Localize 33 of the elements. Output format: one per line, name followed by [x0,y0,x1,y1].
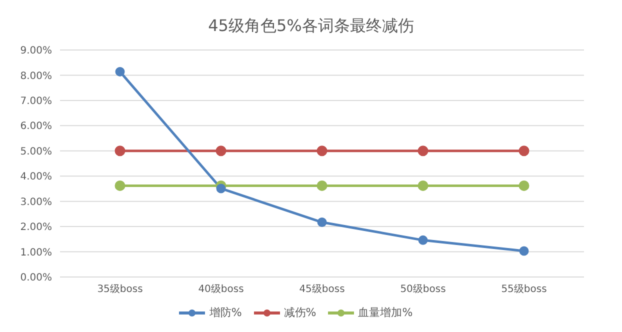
point [114,146,126,156]
point [418,146,428,156]
y-tick-label: 9.00% [20,46,52,57]
legend-label: 增防% [208,305,242,320]
point [317,218,327,228]
y-tick-label: 1.00% [20,247,52,258]
y-tick-label: 4.00% [20,172,52,183]
chart-title: 45级角色5%各词条最终减伤 [207,15,415,37]
point [216,146,226,156]
x-tick-label: 50级boss [400,283,446,296]
x-tick-label: 55级boss [501,283,547,296]
point [216,184,226,194]
y-tick-label: 8.00% [20,70,52,82]
point [518,146,530,156]
x-tick-label: 45级boss [299,283,345,296]
point [418,180,428,191]
point [115,66,125,76]
legend-label: 血量增加% [357,305,413,320]
x-tick-label: 40级boss [198,283,244,296]
y-tick-label: 3.00% [20,196,52,208]
y-tick-label: 2.00% [20,222,52,234]
y-tick-label: 7.00% [20,96,52,107]
x-tick-label: 35级boss [97,283,143,296]
legend-label: 减伤% [282,305,316,320]
point [518,180,530,191]
y-tick-label: 6.00% [20,121,52,132]
point [114,180,126,191]
point [519,246,529,256]
point [418,235,428,245]
point [316,146,328,156]
y-tick-label: 0.00% [20,272,52,284]
point [316,180,328,191]
y-tick-label: 5.00% [20,146,52,158]
